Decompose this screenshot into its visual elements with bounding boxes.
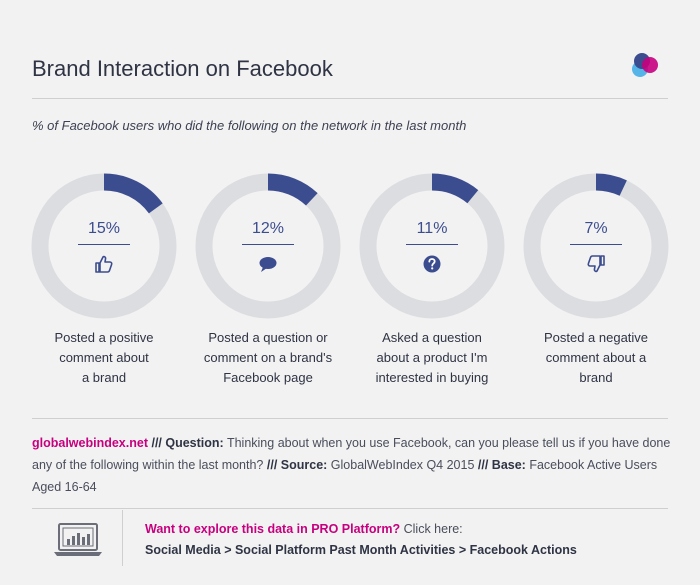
donut-slice-positive-comment [31,173,177,319]
pro-click-here[interactable]: Click here: [403,522,463,536]
source-label: /// Source: [266,458,328,472]
question-mark-icon [423,255,441,273]
thumbs-up-icon [95,255,113,273]
pro-prompt-text[interactable]: Want to explore this data in PRO Platfor… [145,522,401,536]
category-label-line: Asked a question [382,330,482,345]
category-label-line: comment about a [545,350,647,365]
value-underline [570,244,622,245]
value-label: 15% [87,220,121,237]
category-label-line: brand [579,370,613,385]
donut-chart-question-or-comment: 12% [194,172,342,320]
brand-logo-icon [632,53,658,77]
category-label-line: Posted a negative [543,330,649,345]
pro-breadcrumb-link[interactable]: Social Media > Social Platform Past Mont… [145,543,577,557]
pro-prompt[interactable]: Want to explore this data in PRO Platfor… [145,522,463,536]
base-label: /// Base: [477,458,526,472]
value-underline [78,244,130,245]
donut-track [523,173,669,319]
category-label-line: Posted a positive [54,330,154,345]
chart-subtitle: % of Facebook users who did the followin… [32,118,467,133]
page-title: Brand Interaction on Facebook [32,56,333,81]
category-label-line: Facebook page [223,370,313,385]
value-label: 11% [416,220,448,237]
donut-track [195,173,341,319]
laptop-chart-icon [54,523,102,556]
donut-slice-asked-question [359,173,505,319]
pro-divider [32,508,668,509]
donut-slice-negative-comment [523,173,669,319]
donut-chart-asked-question: 11% [358,172,506,320]
category-label-asked-question: Asked a question about a product I'm int… [352,328,512,388]
value-label: 7% [584,220,608,237]
value-underline [406,244,458,245]
donut-chart-positive-comment: 15% [30,172,178,320]
category-label-line: comment on a brand's [203,350,333,365]
footnote-divider [32,418,668,419]
header-divider [32,98,668,99]
base-text: Facebook Active Users Aged 16-64 [32,458,658,494]
category-label-line: comment about [59,350,149,365]
category-label-question-or-comment: Posted a question or comment on a brand'… [188,328,348,388]
pro-vertical-divider [122,510,123,566]
donut-slice-question-or-comment [195,173,341,319]
value-label: 12% [251,220,285,237]
source-text: GlobalWebIndex Q4 2015 [330,458,475,472]
question-label: /// Question: [151,436,224,450]
category-label-negative-comment: Posted a negative comment about a brand [516,328,676,388]
category-label-positive-comment: Posted a positive comment about a brand [24,328,184,388]
category-label-line: about a product I'm [376,350,488,365]
category-label-line: interested in buying [375,370,489,385]
source-site-link[interactable]: globalwebindex.net [32,436,148,450]
question-text: Thinking about when you use Facebook, ca… [32,436,671,472]
donut-chart-negative-comment: 7% [522,172,670,320]
speech-bubble-icon [259,257,277,272]
footnote: globalwebindex.net /// Question: Thinkin… [32,432,672,498]
category-label-line: Posted a question or [208,330,328,345]
thumbs-down-icon [587,255,605,273]
category-label-line: a brand [81,370,127,385]
donut-track [359,173,505,319]
value-underline [242,244,294,245]
